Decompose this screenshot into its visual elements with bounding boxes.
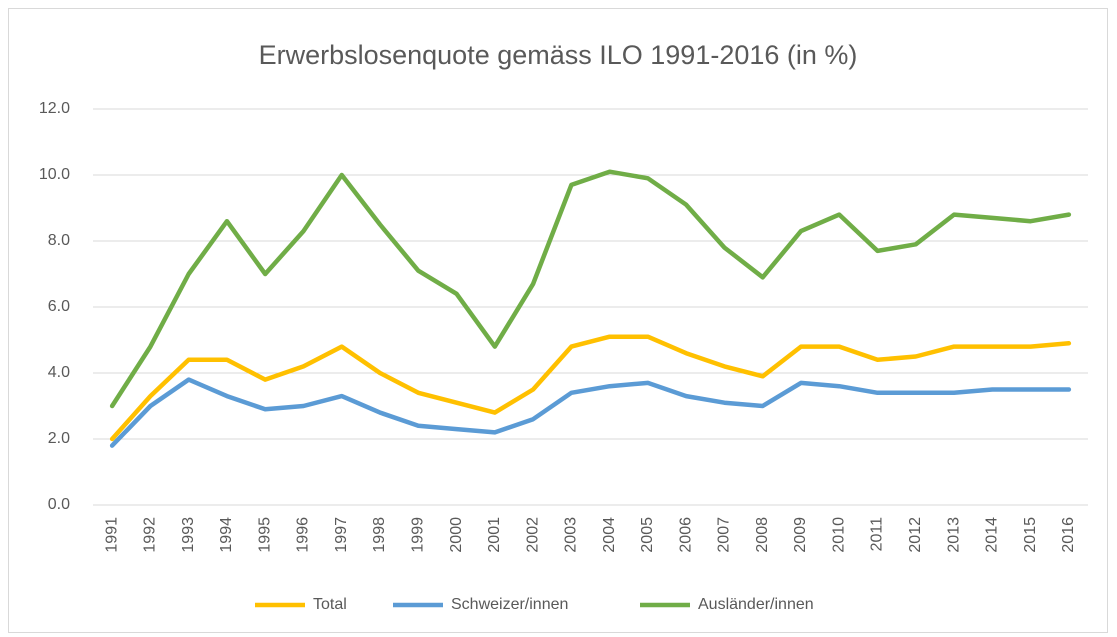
x-tick-label: 2009 [792, 517, 809, 553]
x-tick-label: 2006 [677, 517, 694, 553]
x-tick-label: 2000 [448, 517, 465, 553]
x-tick-label: 2008 [754, 517, 771, 553]
x-tick-label: 1996 [295, 517, 312, 553]
y-tick-label: 4.0 [48, 364, 70, 381]
x-tick-label: 2007 [716, 517, 733, 553]
x-tick-label: 1997 [333, 517, 350, 553]
x-tick-label: 2010 [830, 517, 847, 553]
y-tick-label: 6.0 [48, 298, 70, 315]
x-tick-label: 2011 [869, 517, 886, 552]
x-tick-label: 2012 [907, 517, 924, 553]
y-tick-label: 2.0 [48, 430, 70, 447]
legend-label: Total [313, 596, 347, 613]
legend-label: Ausländer/innen [698, 596, 814, 613]
x-tick-label: 2001 [486, 517, 503, 553]
x-tick-label: 2003 [563, 517, 580, 553]
x-tick-label: 1992 [142, 517, 159, 553]
x-tick-label: 2005 [639, 517, 656, 553]
data-line [109, 169, 1072, 409]
x-tick-label: 1999 [410, 517, 427, 553]
x-tick-label: 2002 [524, 517, 541, 553]
y-tick-label: 12.0 [39, 100, 70, 117]
x-tick-label: 1993 [180, 517, 197, 553]
x-tick-label: 2014 [984, 517, 1001, 553]
x-tick-label: 2004 [601, 517, 618, 553]
x-tick-label: 2013 [945, 517, 962, 553]
y-tick-label: 8.0 [48, 232, 70, 249]
y-tick-label: 10.0 [39, 166, 70, 183]
x-tick-label: 2015 [1022, 517, 1039, 553]
data-line [109, 334, 1072, 442]
x-tick-label: 1995 [256, 517, 273, 553]
x-tick-label: 1998 [371, 517, 388, 553]
x-tick-label: 2016 [1060, 517, 1077, 553]
x-tick-label: 1994 [218, 517, 235, 553]
chart-border [8, 8, 1108, 633]
data-line [109, 377, 1072, 448]
y-tick-label: 0.0 [48, 496, 70, 513]
chart-title: Erwerbslosenquote gemäss ILO 1991-2016 (… [259, 40, 858, 70]
x-tick-label: 1991 [103, 517, 120, 553]
legend-label: Schweizer/innen [451, 596, 568, 613]
